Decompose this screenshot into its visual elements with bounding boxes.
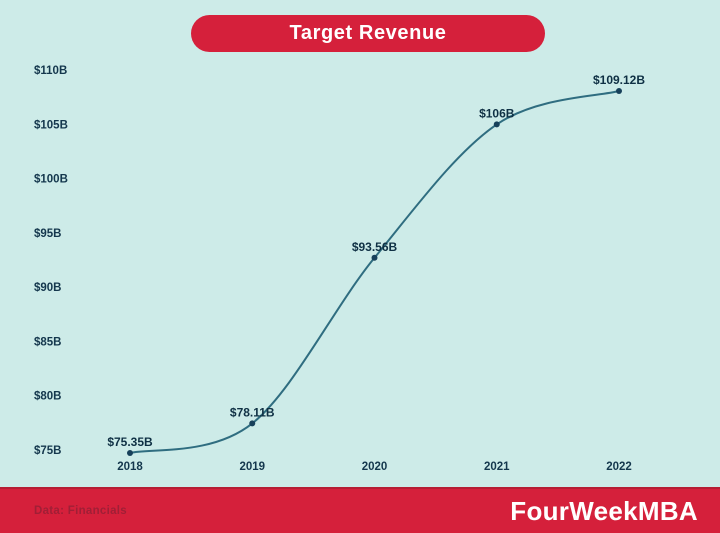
x-axis-label: 2022 (606, 461, 632, 473)
y-axis-label: $75B (34, 445, 62, 457)
y-axis-label: $90B (34, 282, 62, 294)
data-point-label: $78.11B (230, 405, 275, 419)
revenue-line-chart: $110B $105B $100B $95B $90B $85B $80B $75B 2018 2… (34, 65, 645, 473)
footer-bar: Data: Financials FourWeekMBA (0, 487, 720, 533)
y-axis-label: $95B (34, 228, 62, 240)
x-axis-label: 2019 (239, 461, 265, 473)
x-axis-label: 2021 (484, 461, 510, 473)
data-point-label: $75.35B (107, 435, 153, 449)
chart-title: Target Revenue (289, 22, 447, 44)
data-point-label: $109.12B (593, 73, 645, 87)
revenue-line (129, 90, 620, 454)
data-point (493, 121, 500, 128)
y-axis-label: $110B (34, 65, 67, 77)
data-point (249, 420, 256, 427)
data-point (371, 254, 378, 261)
chart-title-banner: Target Revenue (191, 15, 545, 52)
chart-area: $110B $105B $100B $95B $90B $85B $80B $75B 2018 2… (34, 65, 645, 473)
y-axis-label: $80B (34, 391, 62, 403)
x-axis-label: 2020 (362, 461, 388, 473)
data-point (127, 450, 133, 456)
data-source-label: Data: Financials (34, 505, 127, 517)
y-axis-label: $100B (34, 174, 68, 186)
x-axis-label: 2018 (117, 461, 143, 473)
y-axis-label: $85B (34, 336, 62, 348)
data-point (616, 87, 622, 94)
data-point-label: $93.56B (352, 240, 398, 254)
data-point-label: $106B (479, 106, 515, 120)
y-axis-label: $105B (34, 119, 68, 131)
brand-logo: FourWeekMBA (510, 495, 698, 526)
